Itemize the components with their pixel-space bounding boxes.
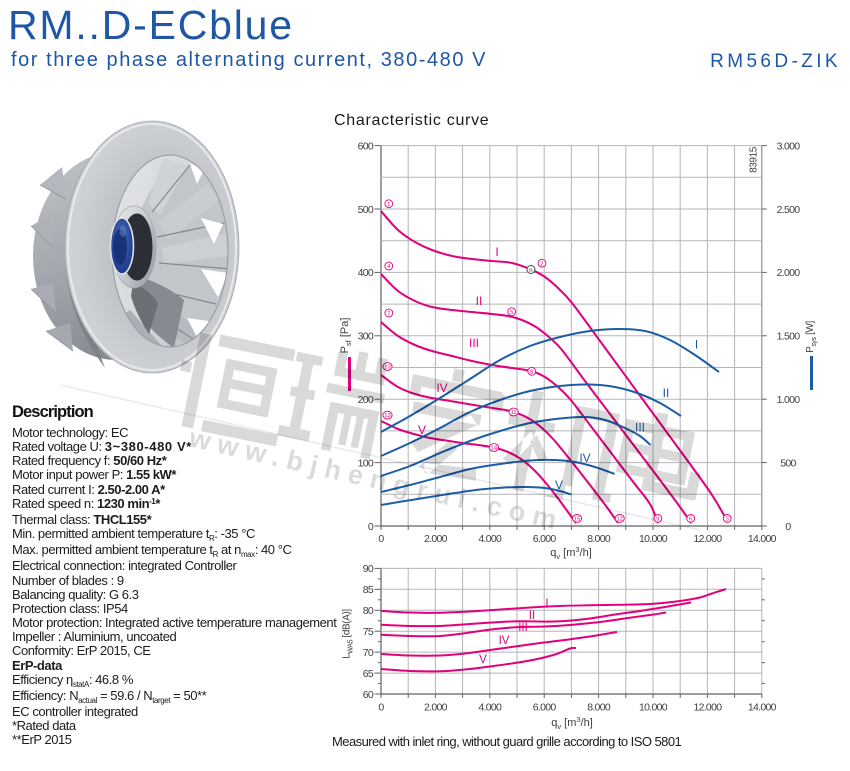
svg-text:300: 300 [358, 331, 374, 343]
svg-text:10: 10 [384, 365, 390, 371]
svg-text:4.000: 4.000 [478, 702, 502, 714]
svg-text:4: 4 [387, 264, 391, 270]
svg-text:4.000: 4.000 [478, 533, 502, 545]
svg-text:80: 80 [363, 605, 374, 617]
svg-text:1.000: 1.000 [777, 394, 801, 406]
svg-text:12: 12 [616, 517, 622, 523]
svg-text:14: 14 [491, 446, 498, 452]
svg-text:10.000: 10.000 [639, 702, 668, 714]
svg-text:65: 65 [363, 668, 374, 680]
svg-text:3: 3 [726, 517, 729, 523]
svg-text:13: 13 [384, 413, 390, 419]
svg-text:qv [m3/h]: qv [m3/h] [551, 715, 593, 731]
svg-text:V: V [418, 423, 426, 437]
svg-text:70: 70 [363, 647, 374, 659]
svg-text:14.000: 14.000 [748, 702, 777, 714]
svg-text:12.000: 12.000 [693, 702, 722, 714]
svg-text:LWA5 [dB(A)]: LWA5 [dB(A)] [342, 609, 355, 659]
svg-text:400: 400 [358, 267, 374, 279]
svg-text:1.500: 1.500 [777, 331, 801, 343]
svg-text:1: 1 [387, 202, 390, 208]
svg-text:III: III [518, 622, 528, 634]
svg-text:7: 7 [387, 311, 390, 317]
svg-text:II: II [476, 294, 483, 308]
svg-text:3.000: 3.000 [777, 140, 801, 152]
svg-text:90: 90 [363, 563, 374, 575]
svg-text:8.000: 8.000 [587, 702, 611, 714]
svg-text:n: n [529, 268, 532, 274]
svg-text:2: 2 [540, 261, 543, 267]
svg-text:60: 60 [363, 689, 374, 701]
svg-text:5: 5 [510, 310, 513, 316]
svg-text:200: 200 [358, 394, 374, 406]
svg-text:III: III [635, 421, 645, 435]
svg-text:8: 8 [530, 369, 533, 375]
svg-text:8.000: 8.000 [587, 533, 611, 545]
svg-text:14.000: 14.000 [748, 533, 777, 545]
svg-text:IV: IV [579, 451, 590, 465]
svg-text:0: 0 [368, 521, 374, 533]
svg-text:12.000: 12.000 [693, 533, 722, 545]
svg-text:2.000: 2.000 [777, 267, 801, 279]
svg-text:2.000: 2.000 [424, 702, 448, 714]
svg-text:6.000: 6.000 [533, 702, 557, 714]
svg-text:V: V [479, 654, 487, 666]
svg-text:0: 0 [378, 702, 384, 714]
svg-text:I: I [545, 598, 548, 610]
svg-text:IV: IV [499, 635, 510, 647]
svg-text:6: 6 [689, 517, 692, 523]
svg-text:qv [m3/h]: qv [m3/h] [550, 545, 592, 561]
svg-text:500: 500 [780, 457, 796, 469]
svg-text:83915: 83915 [749, 146, 760, 173]
svg-text:III: III [469, 336, 479, 350]
svg-text:6.000: 6.000 [533, 533, 557, 545]
svg-text:100: 100 [358, 457, 374, 469]
svg-text:75: 75 [363, 626, 374, 638]
svg-text:11: 11 [511, 410, 517, 416]
svg-text:2.000: 2.000 [424, 533, 448, 545]
svg-text:V: V [555, 478, 563, 492]
svg-text:Psys [W]: Psys [W] [805, 321, 818, 353]
svg-text:0: 0 [785, 521, 791, 533]
svg-text:Psf [Pa]: Psf [Pa] [339, 318, 353, 354]
svg-text:500: 500 [358, 204, 374, 216]
svg-text:I: I [695, 338, 698, 352]
svg-text:15: 15 [574, 517, 580, 523]
svg-text:2.500: 2.500 [777, 204, 801, 216]
svg-text:0: 0 [378, 533, 384, 545]
svg-text:II: II [529, 610, 535, 622]
svg-text:9: 9 [656, 517, 659, 523]
svg-text:85: 85 [363, 584, 374, 596]
svg-text:IV: IV [436, 381, 447, 395]
svg-text:600: 600 [358, 140, 374, 152]
svg-text:II: II [663, 386, 670, 400]
svg-text:I: I [495, 245, 498, 259]
svg-text:10.000: 10.000 [639, 533, 668, 545]
